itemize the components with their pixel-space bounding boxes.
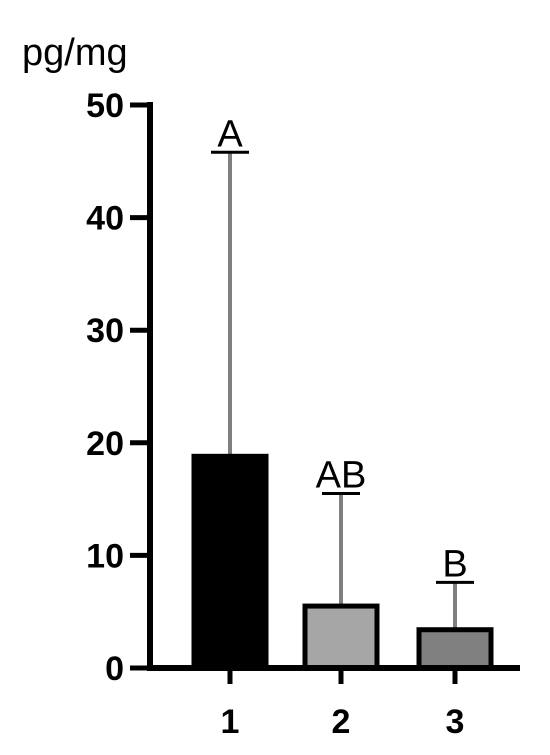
x-axis-category-labels: 1 2 3	[221, 668, 465, 741]
y-tick-label-30: 30	[86, 312, 124, 350]
y-axis-ticks: 0 10 20 30 40 50	[86, 87, 150, 688]
bar-3	[416, 627, 494, 671]
error-bars	[211, 150, 474, 630]
y-tick-label-50: 50	[86, 87, 124, 125]
bars	[191, 453, 494, 671]
y-tick-label-10: 10	[86, 537, 124, 575]
y-tick-label-20: 20	[86, 425, 124, 463]
category-label-3: 3	[446, 703, 465, 741]
significance-label-1: A	[217, 113, 243, 155]
bar-1	[191, 453, 269, 671]
y-tick-label-0: 0	[105, 650, 124, 688]
y-axis-label: pg/mg	[22, 32, 128, 74]
category-label-1: 1	[221, 703, 240, 741]
significance-label-3: B	[442, 543, 467, 585]
significance-labels: A AB B	[217, 113, 467, 585]
bar-2	[302, 603, 380, 671]
significance-label-2: AB	[316, 454, 367, 496]
y-tick-label-40: 40	[86, 200, 124, 238]
category-label-2: 2	[332, 703, 351, 741]
